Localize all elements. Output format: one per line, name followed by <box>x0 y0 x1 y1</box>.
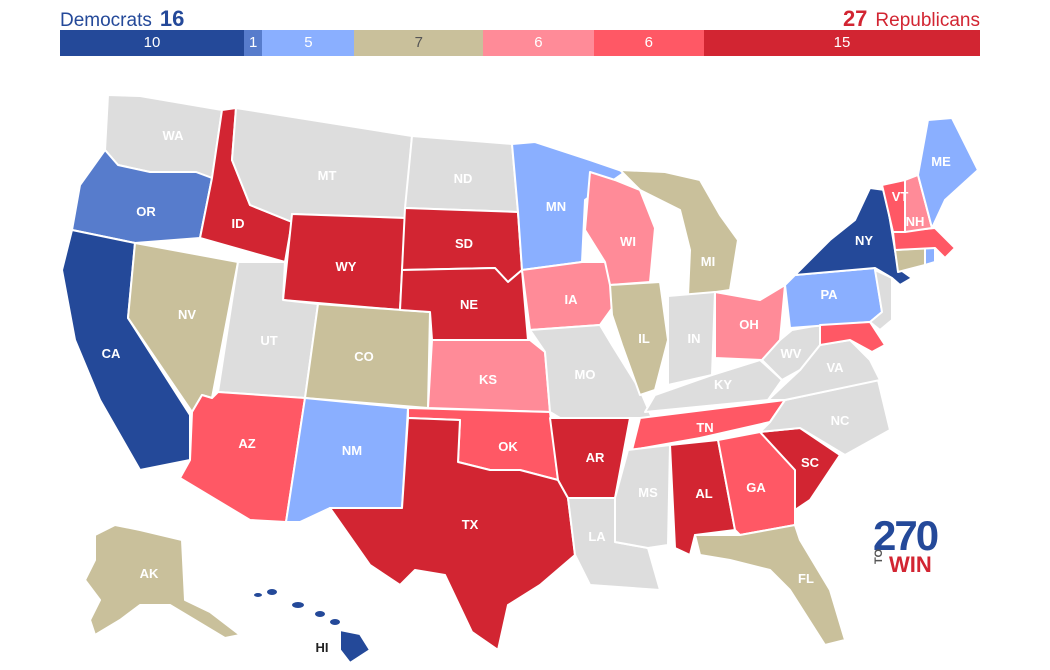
label-vt: VT <box>892 189 909 204</box>
label-hi: HI <box>316 640 329 655</box>
rating-segment[interactable]: 1 <box>244 30 263 56</box>
state-fl[interactable] <box>694 524 846 646</box>
label-mo: MO <box>575 367 596 382</box>
label-nv: NV <box>178 307 196 322</box>
label-mn: MN <box>546 199 566 214</box>
label-id: ID <box>232 216 245 231</box>
label-pa: PA <box>820 287 838 302</box>
logo-win: WIN <box>889 552 932 577</box>
state-hi[interactable] <box>252 587 371 664</box>
state-ct[interactable] <box>894 247 926 273</box>
label-co: CO <box>354 349 374 364</box>
label-or: OR <box>136 204 156 219</box>
state-me[interactable] <box>917 117 979 229</box>
label-wy: WY <box>336 259 357 274</box>
rating-segment[interactable]: 6 <box>483 30 594 56</box>
label-al: AL <box>695 486 712 501</box>
us-map: WA OR CA ID NV MT WY UT AZ CO NM ND SD N… <box>61 94 979 664</box>
label-ga: GA <box>746 480 766 495</box>
label-ok: OK <box>498 439 518 454</box>
label-az: AZ <box>238 436 255 451</box>
label-wi: WI <box>620 234 636 249</box>
state-tx[interactable] <box>329 417 576 651</box>
rating-segment[interactable]: 7 <box>354 30 484 56</box>
label-nh: NH <box>906 214 925 229</box>
label-nc: NC <box>831 413 850 428</box>
label-ny: NY <box>855 233 873 248</box>
democrats-summary[interactable]: Democrats 16 <box>60 6 184 32</box>
label-ar: AR <box>586 450 605 465</box>
state-nm[interactable] <box>285 397 409 523</box>
summary-header: Democrats 16 27 Republicans <box>60 4 980 32</box>
state-az[interactable] <box>179 391 306 523</box>
logo-to: TO <box>873 548 885 564</box>
republicans-label: Republicans <box>875 10 980 31</box>
label-ca: CA <box>102 346 121 361</box>
label-ky: KY <box>714 377 732 392</box>
label-ia: IA <box>565 292 579 307</box>
label-ak: AK <box>140 566 159 581</box>
label-in: IN <box>688 331 701 346</box>
state-ri[interactable] <box>924 247 936 266</box>
rating-segment[interactable]: 6 <box>593 30 704 56</box>
rating-segment[interactable]: 15 <box>703 30 980 56</box>
state-ak[interactable] <box>84 524 241 639</box>
state-mt[interactable] <box>231 107 413 223</box>
label-va: VA <box>826 360 844 375</box>
state-il[interactable] <box>609 281 669 396</box>
label-nm: NM <box>342 443 362 458</box>
label-tn: TN <box>696 420 713 435</box>
label-sd: SD <box>455 236 473 251</box>
label-mt: MT <box>318 168 337 183</box>
270towin-logo[interactable]: 270 TO WIN <box>873 512 953 584</box>
rating-segment[interactable]: 5 <box>262 30 355 56</box>
democrats-total: 16 <box>159 6 185 31</box>
label-mi: MI <box>701 254 715 269</box>
label-wa: WA <box>163 128 185 143</box>
label-la: LA <box>588 529 606 544</box>
label-fl: FL <box>798 571 814 586</box>
state-tn[interactable] <box>631 399 786 451</box>
label-oh: OH <box>739 317 759 332</box>
label-wv: WV <box>781 346 802 361</box>
label-me: ME <box>931 154 951 169</box>
label-nd: ND <box>454 171 473 186</box>
label-ms: MS <box>638 485 658 500</box>
rating-segment[interactable]: 10 <box>60 30 244 56</box>
state-mi[interactable] <box>619 169 739 297</box>
label-ut: UT <box>260 333 277 348</box>
label-sc: SC <box>801 455 820 470</box>
democrats-label: Democrats <box>60 10 152 31</box>
logo-270: 270 <box>873 512 939 559</box>
label-il: IL <box>638 331 650 346</box>
label-ks: KS <box>479 372 497 387</box>
state-ma[interactable] <box>892 227 956 259</box>
republicans-summary[interactable]: 27 Republicans <box>843 6 980 32</box>
label-tx: TX <box>462 517 479 532</box>
republicans-total: 27 <box>842 6 868 31</box>
rating-bar: 10 1 5 7 6 6 15 <box>60 30 980 56</box>
label-ne: NE <box>460 297 478 312</box>
